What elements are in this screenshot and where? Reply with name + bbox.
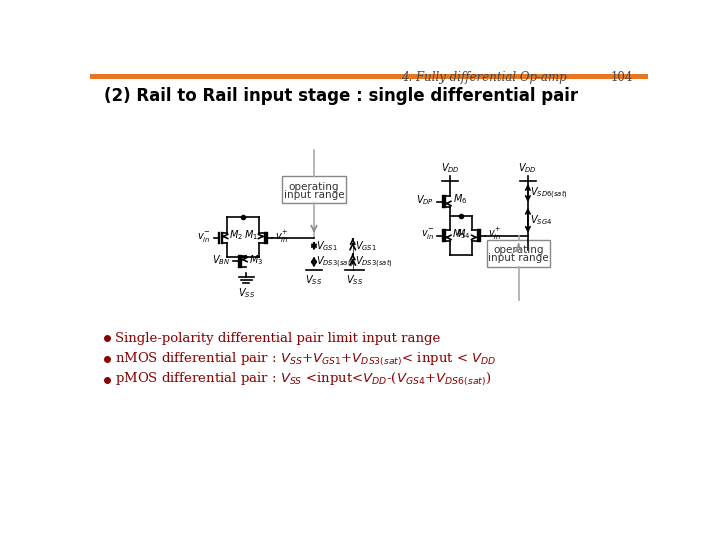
Text: $V_{DP}$: $V_{DP}$ (416, 193, 434, 207)
Text: $M_5$: $M_5$ (451, 227, 466, 241)
Text: input range: input range (488, 253, 549, 262)
Text: $V_{BN}$: $V_{BN}$ (212, 253, 230, 267)
Text: operating: operating (493, 245, 544, 255)
Text: $M_1$: $M_1$ (243, 228, 258, 242)
Text: $v_{in}^{-}$: $v_{in}^{-}$ (197, 230, 211, 244)
Bar (90, 74, 648, 79)
Text: $v_{in}^{+}$: $v_{in}^{+}$ (488, 226, 502, 242)
Text: 104: 104 (610, 71, 632, 84)
Text: input range: input range (284, 190, 344, 200)
Text: 4. Fully differential Op-amp: 4. Fully differential Op-amp (401, 71, 567, 84)
Text: $v_{in}^{+}$: $v_{in}^{+}$ (275, 228, 289, 245)
Text: $V_{SG4}$: $V_{SG4}$ (530, 213, 552, 227)
Text: $V_{GS1}$: $V_{GS1}$ (316, 239, 338, 253)
Text: operating: operating (289, 182, 339, 192)
Text: $M_6$: $M_6$ (453, 192, 467, 206)
Text: pMOS differential pair : $V_{SS}$ <input<$V_{DD}$-($V_{GS4}$+$V_{DS6(sat)}$): pMOS differential pair : $V_{SS}$ <input… (114, 371, 491, 388)
Bar (282, 177, 346, 204)
Text: $v_{in}^{-}$: $v_{in}^{-}$ (420, 227, 434, 241)
Text: $M_4$: $M_4$ (456, 227, 471, 241)
Text: $V_{SS}$: $V_{SS}$ (305, 273, 323, 287)
Text: Single-polarity differential pair limit input range: Single-polarity differential pair limit … (114, 332, 440, 345)
Text: $V_{DS3(sat)}$: $V_{DS3(sat)}$ (355, 254, 392, 269)
Text: $M_2$: $M_2$ (228, 228, 243, 242)
Text: $V_{SS}$: $V_{SS}$ (238, 287, 255, 300)
Text: (2) Rail to Rail input stage : single differential pair: (2) Rail to Rail input stage : single di… (104, 87, 578, 105)
Text: nMOS differential pair : $V_{SS}$+$V_{GS1}$+$V_{DS3(sat)}$< input < $V_{DD}$: nMOS differential pair : $V_{SS}$+$V_{GS… (114, 350, 496, 368)
Text: $V_{DS3(sat)}$: $V_{DS3(sat)}$ (316, 254, 354, 269)
Bar (487, 240, 550, 267)
Text: $V_{DD}$: $V_{DD}$ (441, 161, 459, 175)
Text: $V_{SS}$: $V_{SS}$ (346, 273, 363, 287)
Text: $V_{GS1}$: $V_{GS1}$ (355, 239, 377, 253)
Text: $M_3$: $M_3$ (248, 253, 263, 267)
Text: $V_{SD6(sat)}$: $V_{SD6(sat)}$ (530, 185, 568, 201)
Text: $V_{DD}$: $V_{DD}$ (518, 161, 537, 175)
